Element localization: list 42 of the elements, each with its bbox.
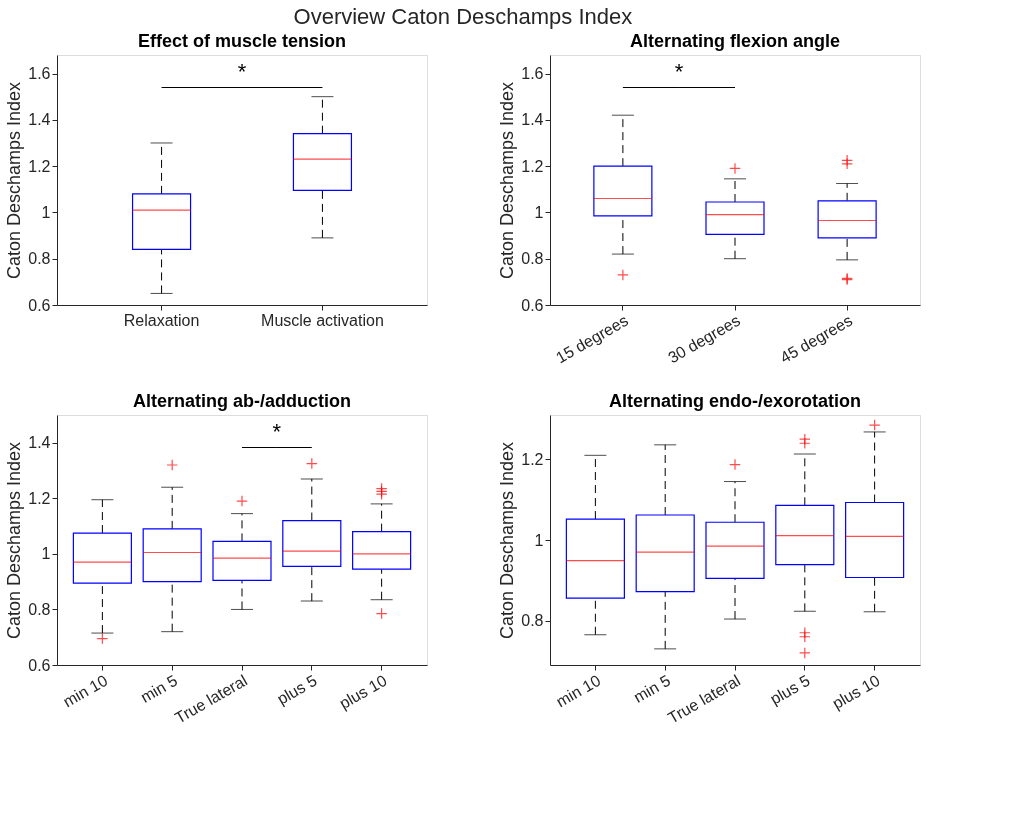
y-tick-label: 0.6 <box>28 656 51 674</box>
y-tick-label: 0.6 <box>521 296 544 314</box>
text: Overview Caton Deschamps Index <box>293 3 633 29</box>
x-tick-label: min 5 <box>630 671 674 706</box>
x-tick-label: plus 5 <box>274 671 320 708</box>
y-tick-label: 0.6 <box>28 296 51 314</box>
x-tick-label: min 10 <box>553 671 604 711</box>
annotation: * <box>237 58 247 84</box>
chart-title: Alternating flexion angle <box>629 31 841 51</box>
x-tick-label: min 5 <box>137 671 181 706</box>
y-tick-label: 0.8 <box>521 250 544 268</box>
y-axis-title: Caton Deschamps Index <box>4 81 25 280</box>
y-tick-label: 1 <box>534 203 544 221</box>
y-axis-title: Caton Deschamps Index <box>497 81 518 280</box>
y-tick-label: 1.2 <box>28 157 51 175</box>
y-tick-label: 1 <box>534 531 544 549</box>
chart-title: Alternating ab-/adduction <box>133 391 351 411</box>
y-tick-label: 1.2 <box>521 157 544 175</box>
y-tick-label: 1.2 <box>28 489 51 507</box>
y-tick-label: 1.2 <box>521 450 544 468</box>
y-tick-label: 1 <box>41 545 51 563</box>
y-tick-label: 1.6 <box>28 65 51 83</box>
y-tick-label: 1.6 <box>521 65 544 83</box>
x-tick-label: plus 10 <box>829 671 883 713</box>
x-tick-label: min 10 <box>60 671 111 711</box>
x-tick-label: Muscle activation <box>261 311 384 329</box>
annotation: * <box>674 58 684 84</box>
y-tick-label: 1.4 <box>28 434 51 452</box>
y-tick-label: 0.8 <box>521 612 544 630</box>
y-tick-label: 0.8 <box>28 600 51 618</box>
x-tick-label: plus 5 <box>767 671 813 708</box>
chart-title: Alternating endo-/exorotation <box>609 391 861 411</box>
y-axis-title: Caton Deschamps Index <box>497 441 518 640</box>
y-tick-label: 1.4 <box>521 111 544 129</box>
x-tick-label: Relaxation <box>123 311 200 329</box>
y-axis-title: Caton Deschamps Index <box>4 441 25 640</box>
x-tick-label: plus 10 <box>336 671 390 713</box>
chart-title: Effect of muscle tension <box>137 31 347 51</box>
y-tick-label: 1.4 <box>28 111 51 129</box>
y-tick-label: 1 <box>41 203 51 221</box>
y-tick-label: 0.8 <box>28 250 51 268</box>
annotation: * <box>272 418 282 444</box>
